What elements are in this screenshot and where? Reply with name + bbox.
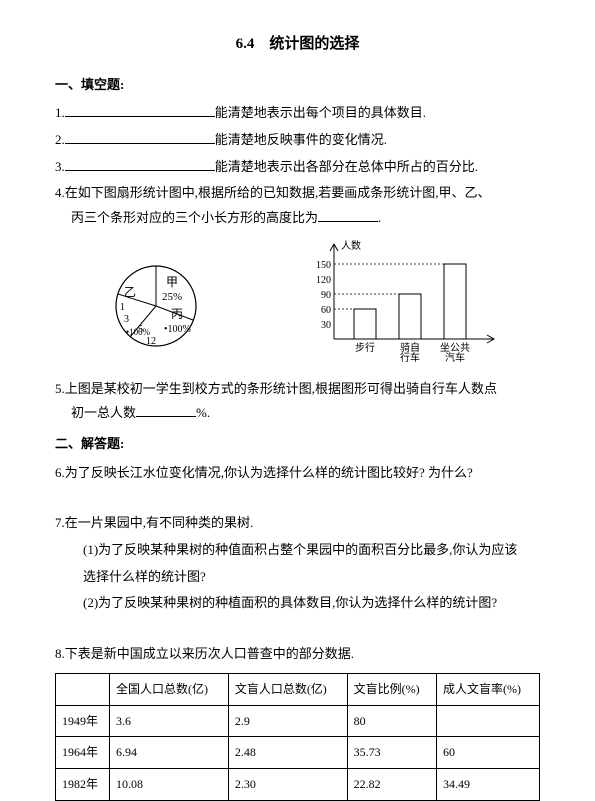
cell: 2.9	[228, 705, 347, 737]
q4-line1: 4.在如下图扇形统计图中,根据所给的已知数据,若要画成条形统计图,甲、乙、	[55, 181, 540, 206]
q4-line2-text: 丙三个条形对应的三个小长方形的高度比为	[71, 210, 318, 225]
q5-line1: 5.上图是某校初一学生到校方式的条形统计图,根据图形可得出骑自行车人数点	[55, 377, 540, 402]
section-2-heading: 二、解答题:	[55, 432, 540, 457]
pie-label-bing: 丙	[171, 307, 183, 321]
question-2: 2. 能清楚地反映事件的变化情况.	[55, 128, 540, 153]
q4-line2: 丙三个条形对应的三个小长方形的高度比为.	[55, 206, 540, 231]
svg-text:30: 30	[321, 320, 331, 331]
th-total: 全国人口总数(亿)	[110, 673, 229, 705]
bar-yticks: 30 60 90 120 150	[316, 260, 331, 331]
bar-ylabel: 人数	[341, 239, 361, 252]
pie-label-jia: 甲	[166, 275, 178, 289]
q3-blank	[65, 158, 215, 171]
bar-xticks: 步行 骑自 行车 坐公共 汽车	[355, 341, 470, 364]
cell: 35.73	[347, 737, 436, 769]
cell: 6.94	[110, 737, 229, 769]
q2-num: 2.	[55, 132, 65, 147]
table-body: 1949年 3.6 2.9 80 1964年 6.94 2.48 35.73 6…	[56, 705, 540, 800]
question-5: 5.上图是某校初一学生到校方式的条形统计图,根据图形可得出骑自行车人数点 初一总…	[55, 377, 540, 426]
cell: 2.48	[228, 737, 347, 769]
svg-text:90: 90	[321, 290, 331, 301]
pie-n100: •100%	[126, 327, 151, 337]
q1-num: 1.	[55, 105, 65, 120]
th-blank	[56, 673, 110, 705]
question-1: 1. 能清楚地表示出每个项目的具体数目.	[55, 101, 540, 126]
question-7: 7.在一片果园中,有不同种类的果树.	[55, 511, 540, 536]
question-4: 4.在如下图扇形统计图中,根据所给的已知数据,若要画成条形统计图,甲、乙、 丙三…	[55, 181, 540, 230]
pie-pct-bing: •100%	[164, 324, 191, 335]
q5-line2b: %.	[196, 405, 210, 420]
pie-label-yi: 乙	[124, 285, 136, 299]
pie-n3: 3	[124, 314, 129, 325]
th-adult: 成人文盲率(%)	[437, 673, 540, 705]
question-6: 6.为了反映长江水位变化情况,你认为选择什么样的统计图比较好? 为什么?	[55, 461, 540, 486]
table-row: 1964年 6.94 2.48 35.73 60	[56, 737, 540, 769]
section-1-heading: 一、填空题:	[55, 73, 540, 98]
q1-text: 能清楚地表示出每个项目的具体数目.	[215, 105, 426, 120]
svg-text:汽车: 汽车	[445, 351, 465, 364]
question-8: 8.下表是新中国成立以来历次人口普查中的部分数据.	[55, 642, 540, 667]
q2-blank	[65, 131, 215, 144]
th-ratio: 文盲比例(%)	[347, 673, 436, 705]
table-header-row: 全国人口总数(亿) 文盲人口总数(亿) 文盲比例(%) 成人文盲率(%)	[56, 673, 540, 705]
population-table: 全国人口总数(亿) 文盲人口总数(亿) 文盲比例(%) 成人文盲率(%) 194…	[55, 673, 540, 801]
q3-text: 能清楚地表示出各部分在总体中所占的百分比.	[215, 159, 478, 174]
cell: 80	[347, 705, 436, 737]
page-title: 6.4 统计图的选择	[55, 30, 540, 59]
table-row: 1949年 3.6 2.9 80	[56, 705, 540, 737]
pie-n1: 1	[120, 302, 125, 313]
svg-text:步行: 步行	[355, 341, 375, 354]
svg-text:150: 150	[316, 260, 331, 271]
question-7-1a: (1)为了反映某种果树的种值面积占整个果园中的面积百分比最多,你认为应该	[55, 538, 540, 563]
cell	[437, 705, 540, 737]
cell: 60	[437, 737, 540, 769]
q2-text: 能清楚地反映事件的变化情况.	[215, 132, 387, 147]
q5-line2: 初一总人数%.	[55, 401, 540, 426]
cell: 3.6	[110, 705, 229, 737]
question-7-2: (2)为了反映某种果树的种植面积的具体数目,你认为选择什么样的统计图?	[55, 591, 540, 616]
svg-text:行车: 行车	[400, 351, 420, 364]
question-3: 3. 能清楚地表示出各部分在总体中所占的百分比.	[55, 155, 540, 180]
svg-text:60: 60	[321, 305, 331, 316]
cell: 1949年	[56, 705, 110, 737]
pie-n12: 12	[146, 336, 156, 347]
bar-chart: 人数 30 60 90 120 150 步行 骑自 行车 坐公共 汽车	[299, 239, 499, 369]
q5-blank	[136, 404, 196, 417]
q5-line2a: 初一总人数	[71, 405, 136, 420]
svg-text:120: 120	[316, 275, 331, 286]
th-illit: 文盲人口总数(亿)	[228, 673, 347, 705]
pie-pct-jia: 25%	[162, 291, 182, 303]
pie-chart: 甲 25% 乙 丙 •100% 1 3 5 12 •100%	[96, 244, 216, 364]
question-7-1b: 选择什么样的统计图?	[55, 565, 540, 590]
q4-blank	[318, 209, 378, 222]
q3-num: 3.	[55, 159, 65, 174]
figures-row: 甲 25% 乙 丙 •100% 1 3 5 12 •100% 人数 30 60 …	[55, 239, 540, 369]
cell: 1964年	[56, 737, 110, 769]
q4-period: .	[378, 210, 381, 225]
q1-blank	[65, 104, 215, 117]
